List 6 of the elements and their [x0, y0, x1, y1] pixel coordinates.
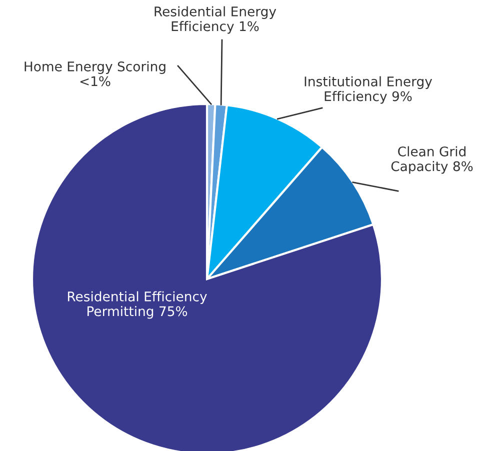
- slice-label: Residential Efficiency Permitting 75%: [68, 291, 207, 319]
- slice-label: Clean Grid Capacity 8%: [391, 146, 473, 174]
- slice-label: Home Energy Scoring: [24, 61, 166, 74]
- slice-label: Institutional Energy Efficiency 9%: [304, 76, 432, 104]
- data-label: <1%: [80, 76, 110, 86]
- slice-label: Residential Energy Efficiency 1%: [154, 6, 276, 34]
